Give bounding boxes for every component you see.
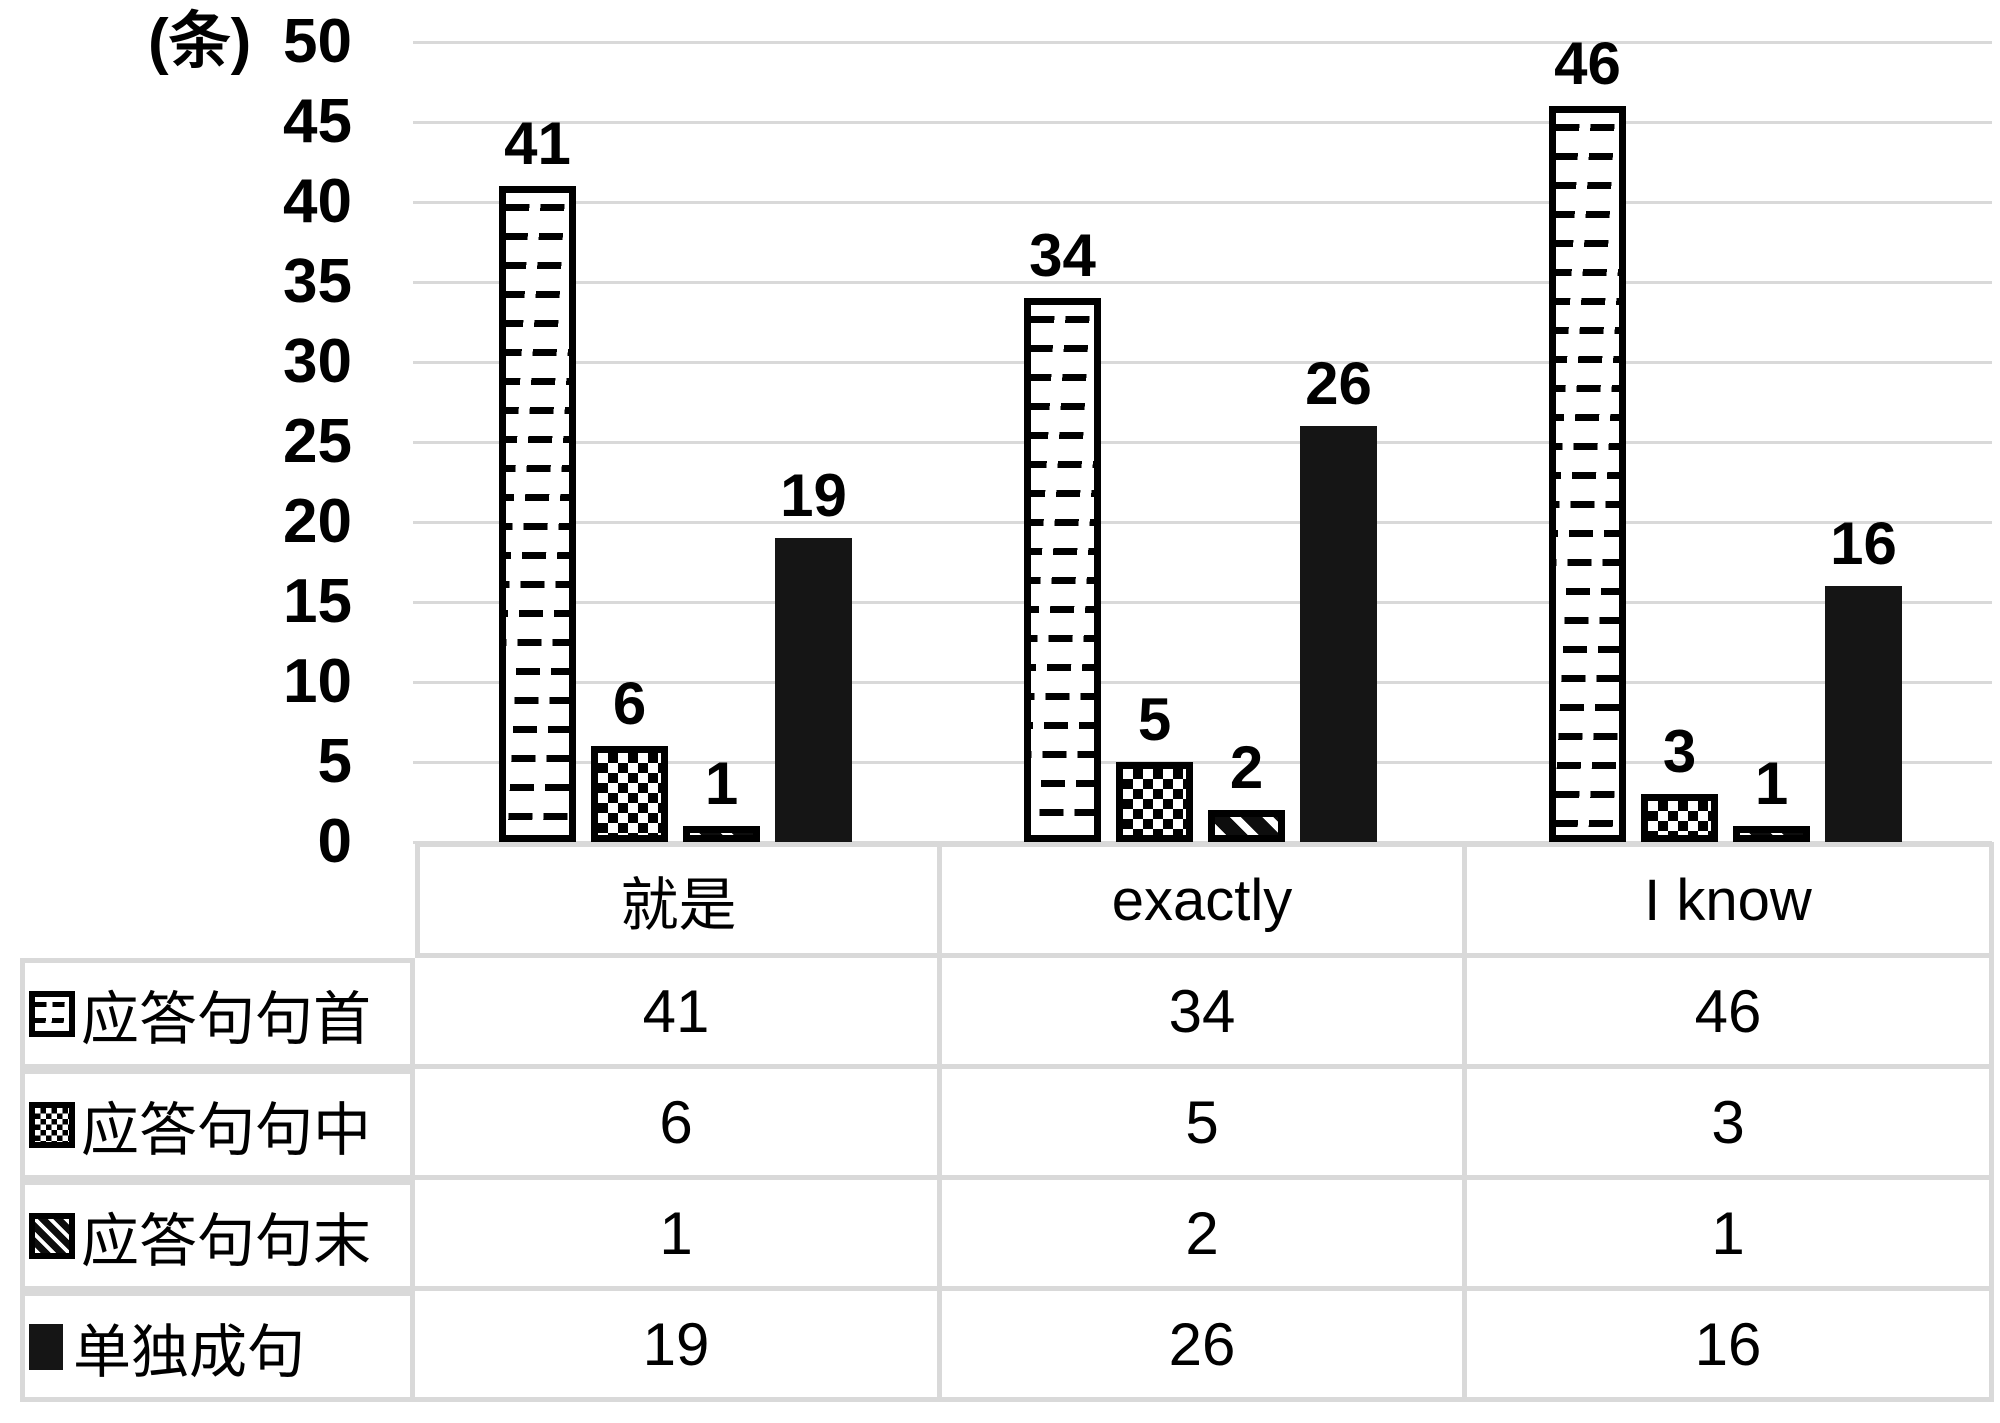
- gridline: [413, 441, 1992, 444]
- table-row-label: 应答句句末: [20, 1180, 415, 1291]
- bar-value-label: 41: [504, 110, 571, 177]
- table-value-cell: 19: [415, 1291, 942, 1402]
- table-row-label: 应答句句首: [20, 958, 415, 1069]
- table-header-cell: exactly: [942, 842, 1467, 958]
- bar-group: 41 6 1 19: [413, 42, 938, 842]
- table-value-cell: 34: [942, 958, 1467, 1069]
- y-tick-label: 0: [317, 807, 352, 876]
- y-axis-unit-label: (条): [148, 7, 252, 76]
- y-tick-label: 45: [283, 87, 352, 156]
- table-value-cell: 1: [1467, 1180, 1994, 1291]
- y-tick-label: 10: [283, 647, 352, 716]
- bar-dash: [1549, 106, 1626, 842]
- bar-slot: 6: [591, 674, 668, 842]
- gridline: [413, 41, 1992, 44]
- table-value-cell: 16: [1467, 1291, 1994, 1402]
- bar-checker: [1116, 762, 1193, 842]
- table-value-cell: 26: [942, 1291, 1467, 1402]
- bar-solid: [1300, 426, 1377, 842]
- table-value-cell: 2: [942, 1180, 1467, 1291]
- bar-group: 46 3 1 16: [1463, 34, 1988, 842]
- bar-value-label: 16: [1830, 510, 1897, 577]
- bar-value-label: 1: [1754, 750, 1789, 817]
- table-value-cell: 3: [1467, 1069, 1994, 1180]
- table-value-cell: 6: [415, 1069, 942, 1180]
- bar-slot: 41: [499, 114, 576, 842]
- table-value-cell: 41: [415, 958, 942, 1069]
- y-tick-label: 20: [283, 487, 352, 556]
- bar-dash: [499, 186, 576, 842]
- gridline: [413, 761, 1992, 764]
- gridline: [413, 521, 1992, 524]
- table-value-cell: 5: [942, 1069, 1467, 1180]
- bar-value-label: 19: [780, 462, 847, 529]
- bar-stripe: [1733, 826, 1810, 842]
- legend-swatch-checker-icon: [29, 1101, 75, 1148]
- bar-slot: 1: [683, 754, 760, 842]
- y-tick-label: 35: [283, 247, 352, 316]
- bar-value-label: 34: [1029, 222, 1096, 289]
- chart: (条) 41 6 1 19 34 5 2 26 46 3 1 16 50 45 40 35 30 25 20 15 1…: [148, 7, 1992, 873]
- bar-slot: 19: [775, 466, 852, 842]
- table-corner-blank: [20, 842, 415, 958]
- series-name: 应答句句中: [81, 1097, 372, 1163]
- gridline: [413, 281, 1992, 284]
- legend-swatch-solid-icon: [29, 1323, 63, 1370]
- gridline: [413, 121, 1992, 124]
- legend-swatch-dash-icon: [29, 990, 75, 1037]
- table-value-cell: 46: [1467, 958, 1994, 1069]
- y-tick-label: 30: [283, 327, 352, 396]
- bar-checker: [591, 746, 668, 842]
- table-header-cell: I know: [1467, 842, 1994, 958]
- table-row-label: 单独成句: [20, 1291, 415, 1402]
- table-row-label: 应答句句中: [20, 1069, 415, 1180]
- bar-value-label: 1: [704, 750, 739, 817]
- y-tick-label: 50: [283, 7, 352, 76]
- bar-checker: [1641, 794, 1718, 842]
- y-tick-label: 40: [283, 167, 352, 236]
- data-table: 就是 exactly I know 应答句句首 41 34 46 应答句句中 6 5 3 应答句句末 1…: [20, 842, 1994, 1402]
- bar-value-label: 6: [612, 670, 647, 737]
- bar-value-label: 26: [1305, 350, 1372, 417]
- bar-value-label: 3: [1662, 718, 1697, 785]
- bar-slot: 16: [1825, 514, 1902, 842]
- bar-stripe: [683, 826, 760, 842]
- bar-slot: 34: [1024, 226, 1101, 842]
- gridline: [413, 201, 1992, 204]
- table-value-cell: 1: [415, 1180, 942, 1291]
- y-tick-label: 25: [283, 407, 352, 476]
- bar-solid: [1825, 586, 1902, 842]
- legend-swatch-stripe-icon: [29, 1212, 75, 1259]
- series-name: 应答句句末: [81, 1208, 372, 1274]
- y-tick-label: 15: [283, 567, 352, 636]
- series-name: 单独成句: [73, 1319, 306, 1385]
- table-header-cell: 就是: [415, 842, 942, 958]
- bar-value-label: 2: [1229, 734, 1264, 801]
- bar-slot: 2: [1208, 738, 1285, 842]
- series-name: 应答句句首: [81, 986, 372, 1052]
- bar-solid: [775, 538, 852, 842]
- gridline: [413, 681, 1992, 684]
- plot-area: 41 6 1 19 34 5 2 26 46 3 1 16: [413, 34, 1992, 844]
- y-tick-label: 5: [317, 727, 352, 796]
- bar-slot: 26: [1300, 354, 1377, 842]
- bar-slot: 5: [1116, 690, 1193, 842]
- bar-slot: 1: [1733, 754, 1810, 842]
- bar-dash: [1024, 298, 1101, 842]
- bar-stripe: [1208, 810, 1285, 842]
- bar-group: 34 5 2 26: [938, 42, 1463, 842]
- bar-slot: 3: [1641, 722, 1718, 842]
- bar-slot: 46: [1549, 34, 1626, 842]
- bar-value-label: 5: [1137, 686, 1172, 753]
- bar-value-label: 46: [1554, 30, 1621, 97]
- gridline: [413, 361, 1992, 364]
- gridline: [413, 601, 1992, 604]
